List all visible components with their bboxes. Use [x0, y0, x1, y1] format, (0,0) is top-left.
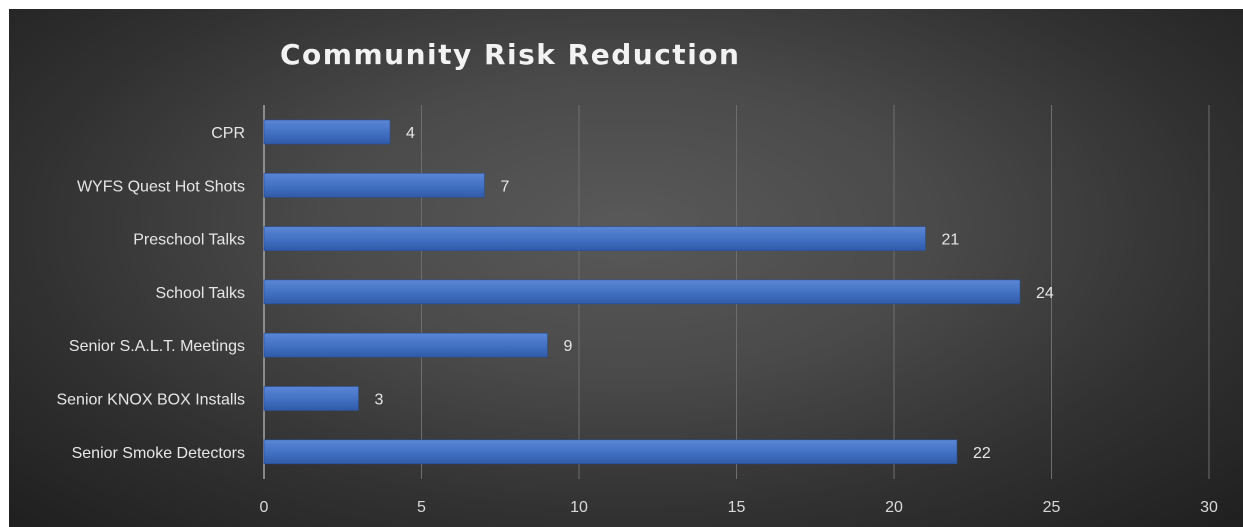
category-label: CPR [211, 125, 245, 142]
category-label: Senior KNOX BOX Installs [56, 392, 245, 409]
category-label: School Talks [155, 285, 245, 302]
x-tick-label: 30 [1200, 499, 1218, 516]
bar-chart: Community Risk Reduction CPR WYFS Quest H… [56, 38, 1218, 516]
data-labels: 4 7 21 24 9 3 22 [375, 125, 1054, 462]
bar [263, 173, 485, 198]
category-labels: CPR WYFS Quest Hot Shots Preschool Talks Sc… [56, 125, 245, 462]
category-label: Senior Smoke Detectors [72, 445, 245, 462]
data-label: 9 [564, 338, 573, 355]
bar [263, 332, 548, 358]
data-label: 3 [375, 392, 384, 409]
data-label: 7 [501, 178, 510, 195]
data-label: 24 [1036, 285, 1054, 302]
x-tick-label: 10 [570, 499, 588, 516]
category-label: Senior S.A.L.T. Meetings [69, 338, 245, 355]
chart-area: Community Risk Reduction CPR WYFS Quest H… [9, 9, 1243, 527]
chart-title: Community Risk Reduction [280, 38, 740, 71]
x-tick-label: 5 [417, 499, 426, 516]
bar [263, 226, 926, 251]
category-label: WYFS Quest Hot Shots [77, 178, 245, 195]
bar [263, 279, 1021, 305]
x-tick-label: 15 [728, 499, 746, 516]
data-label: 4 [406, 125, 415, 142]
data-label: 21 [942, 232, 960, 249]
data-label: 22 [973, 445, 991, 462]
bar [263, 439, 958, 465]
bar [263, 119, 391, 145]
x-tick-label: 0 [260, 499, 269, 516]
category-label: Preschool Talks [133, 232, 245, 249]
x-tick-label: 20 [885, 499, 903, 516]
x-tick-label: 25 [1043, 499, 1061, 516]
x-axis-ticks: 0 5 10 15 20 25 30 [260, 499, 1218, 516]
bars [263, 119, 1021, 465]
bar [263, 386, 359, 411]
